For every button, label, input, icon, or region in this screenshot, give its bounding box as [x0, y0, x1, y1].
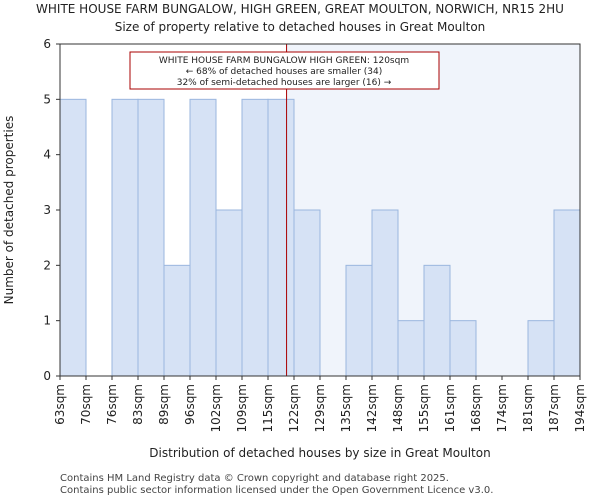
annotation-box: WHITE HOUSE FARM BUNGALOW HIGH GREEN: 12…: [129, 51, 440, 90]
y-tick-label: 6: [43, 37, 51, 51]
footer-licence: Contains public sector information licen…: [60, 485, 494, 496]
bar-96sqm: [189, 98, 217, 377]
y-tick-label: 4: [43, 148, 51, 162]
x-tick-label: 96sqm: [183, 384, 197, 425]
bar-89sqm: [163, 264, 191, 377]
x-axis-label: Distribution of detached houses by size …: [149, 446, 490, 460]
x-tick-label: 148sqm: [391, 384, 405, 432]
x-tick-label: 194sqm: [573, 384, 587, 432]
chart-subtitle: Size of property relative to detached ho…: [115, 20, 486, 34]
x-tick-label: 135sqm: [339, 384, 353, 432]
x-tick-label: 63sqm: [53, 384, 67, 425]
bar-187sqm: [553, 209, 581, 377]
x-tick-label: 70sqm: [79, 384, 93, 425]
x-tick-label: 115sqm: [261, 384, 275, 432]
x-axis: 63sqm 70sqm 76sqm 83sqm 89sqm 96sqm 102sqm 109s…: [53, 376, 587, 432]
x-tick-label: 122sqm: [287, 384, 301, 432]
x-tick-label: 155sqm: [417, 384, 431, 432]
x-tick-label: 83sqm: [131, 384, 145, 425]
x-tick-label: 76sqm: [105, 384, 119, 425]
bar-76sqm: [111, 98, 139, 377]
x-tick-label: 187sqm: [547, 384, 561, 432]
bar-155sqm: [423, 264, 451, 377]
y-tick-label: 0: [43, 369, 51, 383]
bars-group: [59, 98, 581, 377]
bar-148sqm: [397, 320, 425, 377]
y-tick-label: 1: [43, 314, 51, 328]
chart-title: WHITE HOUSE FARM BUNGALOW, HIGH GREEN, G…: [36, 2, 564, 16]
bar-122sqm: [293, 209, 321, 377]
y-axis-label: Number of detached properties: [2, 116, 16, 305]
bar-63sqm: [59, 98, 87, 377]
y-tick-label: 2: [43, 258, 51, 272]
annotation-line-1: WHITE HOUSE FARM BUNGALOW HIGH GREEN: 12…: [159, 56, 409, 66]
bar-115sqm: [267, 98, 295, 377]
bar-142sqm: [371, 209, 399, 377]
bar-135sqm: [345, 264, 373, 377]
footer-copyright: Contains HM Land Registry data © Crown c…: [60, 473, 449, 484]
x-tick-label: 168sqm: [469, 384, 483, 432]
bar-109sqm: [241, 98, 269, 377]
x-tick-label: 161sqm: [443, 384, 457, 432]
y-tick-label: 3: [43, 203, 51, 217]
x-tick-label: 109sqm: [235, 384, 249, 432]
y-axis: 0 1 2 3 4 5 6: [43, 37, 60, 383]
x-tick-label: 129sqm: [313, 384, 327, 432]
x-tick-label: 181sqm: [521, 384, 535, 432]
bar-83sqm: [137, 98, 165, 377]
bar-102sqm: [215, 209, 243, 377]
x-tick-label: 142sqm: [365, 384, 379, 432]
bar-181sqm: [527, 320, 555, 377]
annotation-line-3: 32% of semi-detached houses are larger (…: [177, 78, 392, 88]
annotation-line-2: ← 68% of detached houses are smaller (34…: [186, 67, 383, 77]
x-tick-label: 174sqm: [495, 384, 509, 432]
y-tick-label: 5: [43, 92, 51, 106]
x-tick-label: 89sqm: [157, 384, 171, 425]
x-tick-label: 102sqm: [209, 384, 223, 432]
bar-161sqm: [449, 320, 477, 377]
